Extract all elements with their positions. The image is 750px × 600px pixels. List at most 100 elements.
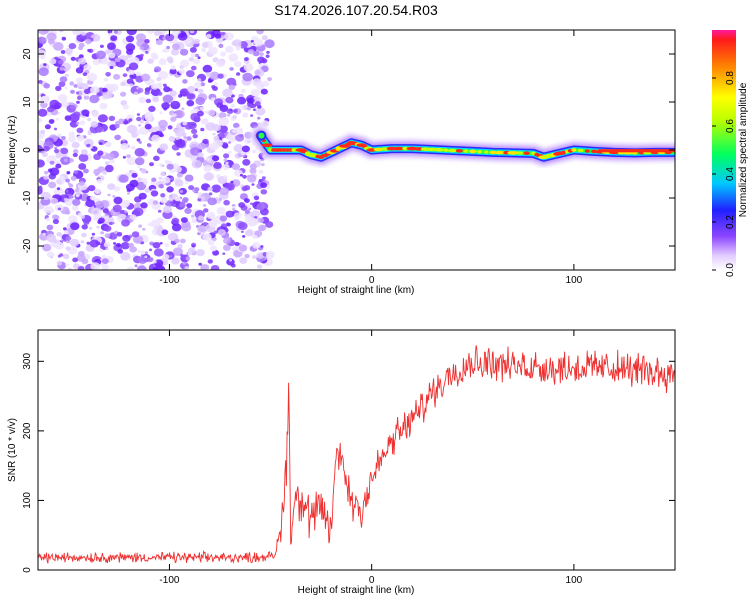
noise-speckle [78,181,85,186]
noise-speckle [65,263,69,267]
noise-speckle [120,143,129,150]
noise-speckle [180,238,186,244]
noise-speckle [59,66,65,71]
noise-speckle [229,67,234,71]
noise-speckle [70,56,76,61]
noise-speckle [240,88,246,94]
noise-speckle [233,108,238,113]
noise-speckle [200,127,205,132]
noise-speckle [187,251,192,256]
ridge-hotspot [484,150,489,154]
noise-speckle [230,103,236,108]
noise-speckle [126,48,134,55]
noise-speckle [192,123,196,126]
noise-speckle [240,151,245,156]
noise-speckle [42,243,52,252]
noise-speckle [73,149,79,154]
snr-y-axis-label: SNR (10 * v/v) [7,418,18,482]
noise-speckle [133,207,144,217]
noise-speckle [197,78,202,82]
snr-y-tick-label: 100 [22,492,33,509]
noise-speckle [125,183,135,192]
noise-speckle [207,239,215,246]
noise-speckle [100,231,104,235]
noise-speckle [113,73,121,80]
noise-speckle [138,224,143,228]
noise-speckle [238,202,246,208]
noise-speckle [58,81,66,87]
noise-speckle [87,73,98,82]
noise-speckle [96,178,103,184]
noise-speckle [54,241,65,250]
noise-speckle [244,137,252,144]
noise-speckle [247,174,257,183]
noise-speckle [140,250,146,255]
noise-speckle [122,104,129,110]
noise-speckle [139,46,144,50]
figure-title: S174.2026.107.20.54.R03 [274,2,438,18]
noise-speckle [112,204,122,213]
noise-speckle [107,183,116,191]
noise-speckle [239,257,248,265]
noise-speckle [68,158,74,163]
noise-speckle [182,79,188,84]
noise-speckle [76,95,82,100]
noise-speckle [122,73,128,77]
noise-speckle [256,30,264,35]
colorbar-tick-label: 0.2 [725,215,736,229]
noise-speckle [101,258,109,264]
noise-speckle [214,33,222,39]
noise-speckle [166,56,174,62]
noise-speckle [232,208,236,211]
noise-speckle [90,121,99,128]
noise-speckle [144,188,150,193]
noise-speckle [57,133,62,137]
noise-speckle [46,233,57,243]
noise-speckle [120,91,127,97]
noise-speckle [160,197,168,204]
noise-speckle [99,142,103,145]
noise-speckle [183,135,187,139]
noise-speckle [38,67,49,77]
noise-speckle [232,39,242,47]
noise-speckle [227,150,232,155]
noise-speckle [228,136,236,143]
noise-speckle [83,95,90,100]
noise-speckle [234,61,242,68]
noise-speckle [258,179,263,182]
noise-speckle [223,74,227,77]
noise-speckle [247,49,255,55]
noise-speckle [158,71,169,80]
noise-speckle [166,186,174,193]
noise-speckle [202,138,209,145]
noise-speckle [91,110,99,118]
noise-speckle [170,48,180,56]
noise-speckle [75,121,80,125]
noise-speckle [63,158,68,163]
noise-speckle [174,179,184,187]
noise-speckle [158,183,164,189]
noise-speckle [68,135,76,143]
noise-speckle [166,45,171,50]
noise-speckle [75,67,84,74]
noise-speckle [131,132,138,138]
noise-speckle [144,39,150,44]
noise-speckle [232,128,238,134]
noise-speckle [188,57,194,62]
noise-speckle [150,219,161,228]
snr-x-tick-label: 0 [369,575,375,586]
noise-speckle [147,143,152,148]
noise-speckle [166,163,174,170]
noise-speckle [130,145,136,150]
noise-speckle [44,170,49,175]
noise-speckle [224,32,234,41]
noise-speckle [96,225,100,229]
noise-speckle [72,257,78,263]
noise-speckle [191,218,198,224]
noise-speckle [194,88,198,92]
noise-speckle [120,201,129,208]
noise-speckle [78,153,89,162]
noise-speckle [80,149,88,155]
noise-speckle [170,116,177,122]
noise-speckle [187,85,196,93]
